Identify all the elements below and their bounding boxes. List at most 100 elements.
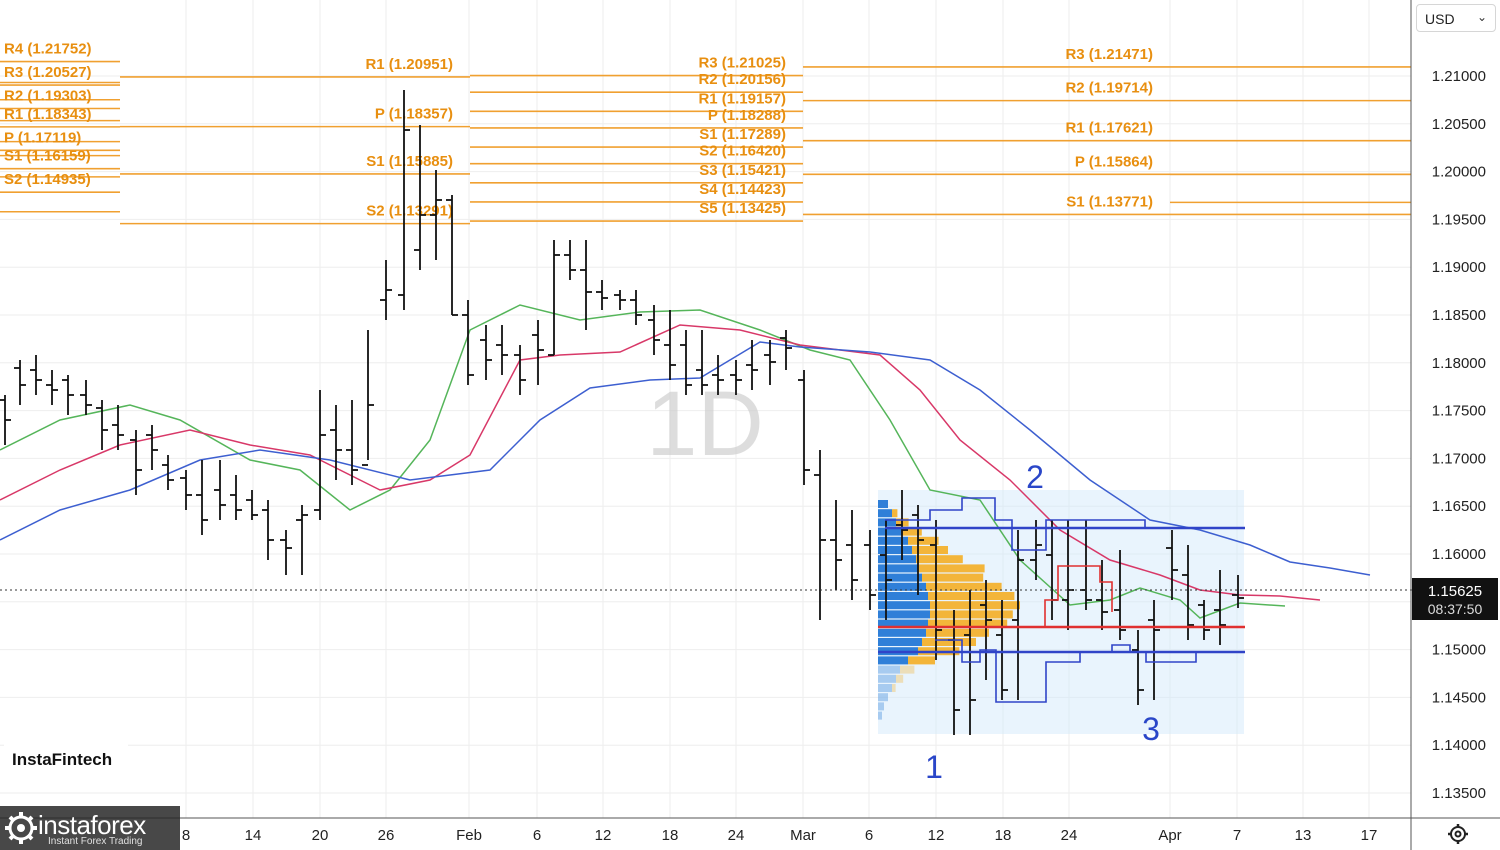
profile-buy-bar <box>878 527 902 536</box>
wave-label: 2 <box>1026 459 1044 495</box>
profile-sell-bar <box>922 573 984 582</box>
time-tick-label: 12 <box>928 827 945 844</box>
pivot-label: R3 (1.21471) <box>1065 46 1153 63</box>
profile-sell-bar <box>926 628 989 637</box>
profile-buy-bar <box>878 601 930 610</box>
pivot-label: S1 (1.17289) <box>699 126 786 143</box>
ohlc-bar <box>614 290 626 310</box>
price-tick-label: 1.15000 <box>1432 642 1486 659</box>
profile-buy-bar <box>878 684 892 692</box>
profile-sell-bar <box>902 527 922 536</box>
ohlc-bar <box>798 370 810 485</box>
ohlc-bar <box>480 325 492 380</box>
ohlc-bar <box>764 340 776 385</box>
price-tick-label: 1.21000 <box>1432 68 1486 85</box>
ohlc-bar <box>746 340 758 390</box>
ohlc-bar <box>462 300 474 385</box>
price-tick-label: 1.19500 <box>1432 211 1486 228</box>
ohlc-bar <box>730 360 742 395</box>
ohlc-bar <box>230 475 242 520</box>
ohlc-bar <box>664 310 676 380</box>
ohlc-bar <box>96 400 108 450</box>
wave-label: 1 <box>925 749 943 785</box>
profile-buy-bar <box>878 628 926 637</box>
ohlc-bar <box>880 520 892 620</box>
poc-step <box>1044 565 1113 627</box>
ohlc-bar <box>1114 550 1126 640</box>
ohlc-bar <box>548 240 560 356</box>
pivot-label: R1 (1.18343) <box>4 106 92 123</box>
wave-label: 3 <box>1142 711 1160 747</box>
price-tick-label: 1.20500 <box>1432 116 1486 133</box>
price-tick-label: 1.19000 <box>1432 259 1486 276</box>
ohlc-bar <box>696 330 708 395</box>
price-tick-label: 1.16500 <box>1432 498 1486 515</box>
ohlc-bar <box>564 240 576 280</box>
profile-buy-bar <box>878 592 928 600</box>
profile-buy-bar <box>878 546 912 554</box>
profile-buy-bar <box>878 518 896 527</box>
time-tick-label: 6 <box>865 827 873 844</box>
profile-sell-bar <box>930 610 1013 619</box>
settings-icon[interactable] <box>1446 822 1470 846</box>
ohlc-bar <box>280 530 292 575</box>
ohlc-bar <box>430 170 442 260</box>
profile-buy-bar <box>878 619 928 628</box>
ohlc-bar <box>1132 630 1144 705</box>
profile-sell-bar <box>908 656 935 665</box>
profile-buy-bar <box>878 638 922 646</box>
price-tick-label: 1.14000 <box>1432 737 1486 754</box>
ohlc-bar <box>262 500 274 560</box>
pivot-label: R1 (1.20951) <box>365 56 453 73</box>
profile-sell-bar <box>892 509 898 518</box>
profile-sell-bar <box>928 592 1015 600</box>
ohlc-bar <box>1012 530 1024 700</box>
value-area-high-step <box>885 497 1146 551</box>
ohlc-bar <box>496 325 508 375</box>
pivot-label: R2 (1.20156) <box>698 71 786 88</box>
pivot-label: R4 (1.21752) <box>4 41 92 58</box>
time-tick-label: 12 <box>595 827 612 844</box>
currency-select[interactable]: USD ⌄ <box>1416 4 1496 32</box>
pivot-label: S5 (1.13425) <box>699 200 786 217</box>
bar-countdown: 08:37:50 <box>1428 601 1483 617</box>
profile-sell-bar <box>918 564 985 573</box>
ohlc-bar <box>712 355 724 395</box>
time-tick-label: 18 <box>995 827 1012 844</box>
ohlc-bar <box>362 330 374 466</box>
ohlc-bar <box>30 355 42 395</box>
range-boxes <box>878 497 1245 703</box>
price-axis-ticks: 1.21000 1.20500 1.20000 1.19500 1.19000 1.185… <box>1432 68 1486 802</box>
pivot-label: S3 (1.15421) <box>699 162 786 179</box>
ohlc-bar <box>648 305 660 355</box>
value-area-low-step <box>935 639 1197 703</box>
price-tick-label: 1.13500 <box>1432 785 1486 802</box>
profile-sell-bar <box>916 555 963 564</box>
time-tick-label: 13 <box>1295 827 1312 844</box>
interval-watermark: 1D <box>646 373 764 475</box>
chevron-down-icon: ⌄ <box>1476 10 1487 24</box>
pivot-label: S4 (1.14423) <box>699 181 786 198</box>
pivot-label: R2 (1.19714) <box>1065 80 1153 97</box>
profile-buy-bar <box>878 564 918 573</box>
profile-sell-bar <box>928 619 1008 628</box>
profile-sell-bar <box>912 546 948 554</box>
volume-profile <box>878 490 1244 734</box>
time-tick-label: Apr <box>1158 827 1181 844</box>
ohlc-bar <box>314 390 326 520</box>
pivot-label: P (1.18357) <box>375 106 453 123</box>
time-tick-label: 20 <box>312 827 329 844</box>
time-tick-label: Mar <box>790 827 816 844</box>
ohlc-bar <box>814 450 826 620</box>
ohlc-bar <box>398 90 410 310</box>
ohlc-bar <box>80 380 92 415</box>
chart-grid <box>0 0 1411 818</box>
profile-buy-bar <box>878 582 926 591</box>
ma-fast-line <box>0 304 1286 619</box>
ohlc-bar <box>1166 530 1178 600</box>
ohlc-bar <box>112 405 124 450</box>
pivot-label: R1 (1.17621) <box>1065 120 1153 137</box>
ohlc-bar <box>532 320 544 385</box>
ohlc-bar <box>830 500 842 590</box>
